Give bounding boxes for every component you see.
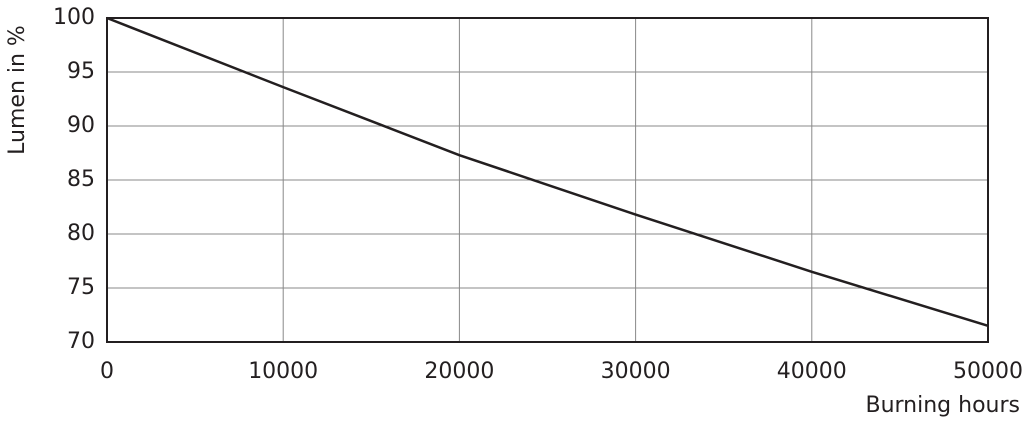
y-tick-label: 70 [67,329,95,354]
y-axis-label: Lumen in % [5,25,30,155]
data-line [106,16,989,327]
x-tick-label: 30000 [601,359,671,384]
plot-frame [106,17,989,343]
x-axis-label: Burning hours [865,393,1020,418]
y-tick-label: 80 [67,221,95,246]
x-tick-label: 40000 [777,359,847,384]
y-tick-label: 100 [53,5,95,30]
y-tick-label: 90 [67,113,95,138]
x-tick-label: 0 [100,359,114,384]
x-tick-label: 10000 [248,359,318,384]
y-tick-label: 75 [67,275,95,300]
y-tick-label: 85 [67,167,95,192]
x-tick-label: 50000 [953,359,1023,384]
y-tick-label: 95 [67,59,95,84]
x-tick-label: 20000 [424,359,494,384]
